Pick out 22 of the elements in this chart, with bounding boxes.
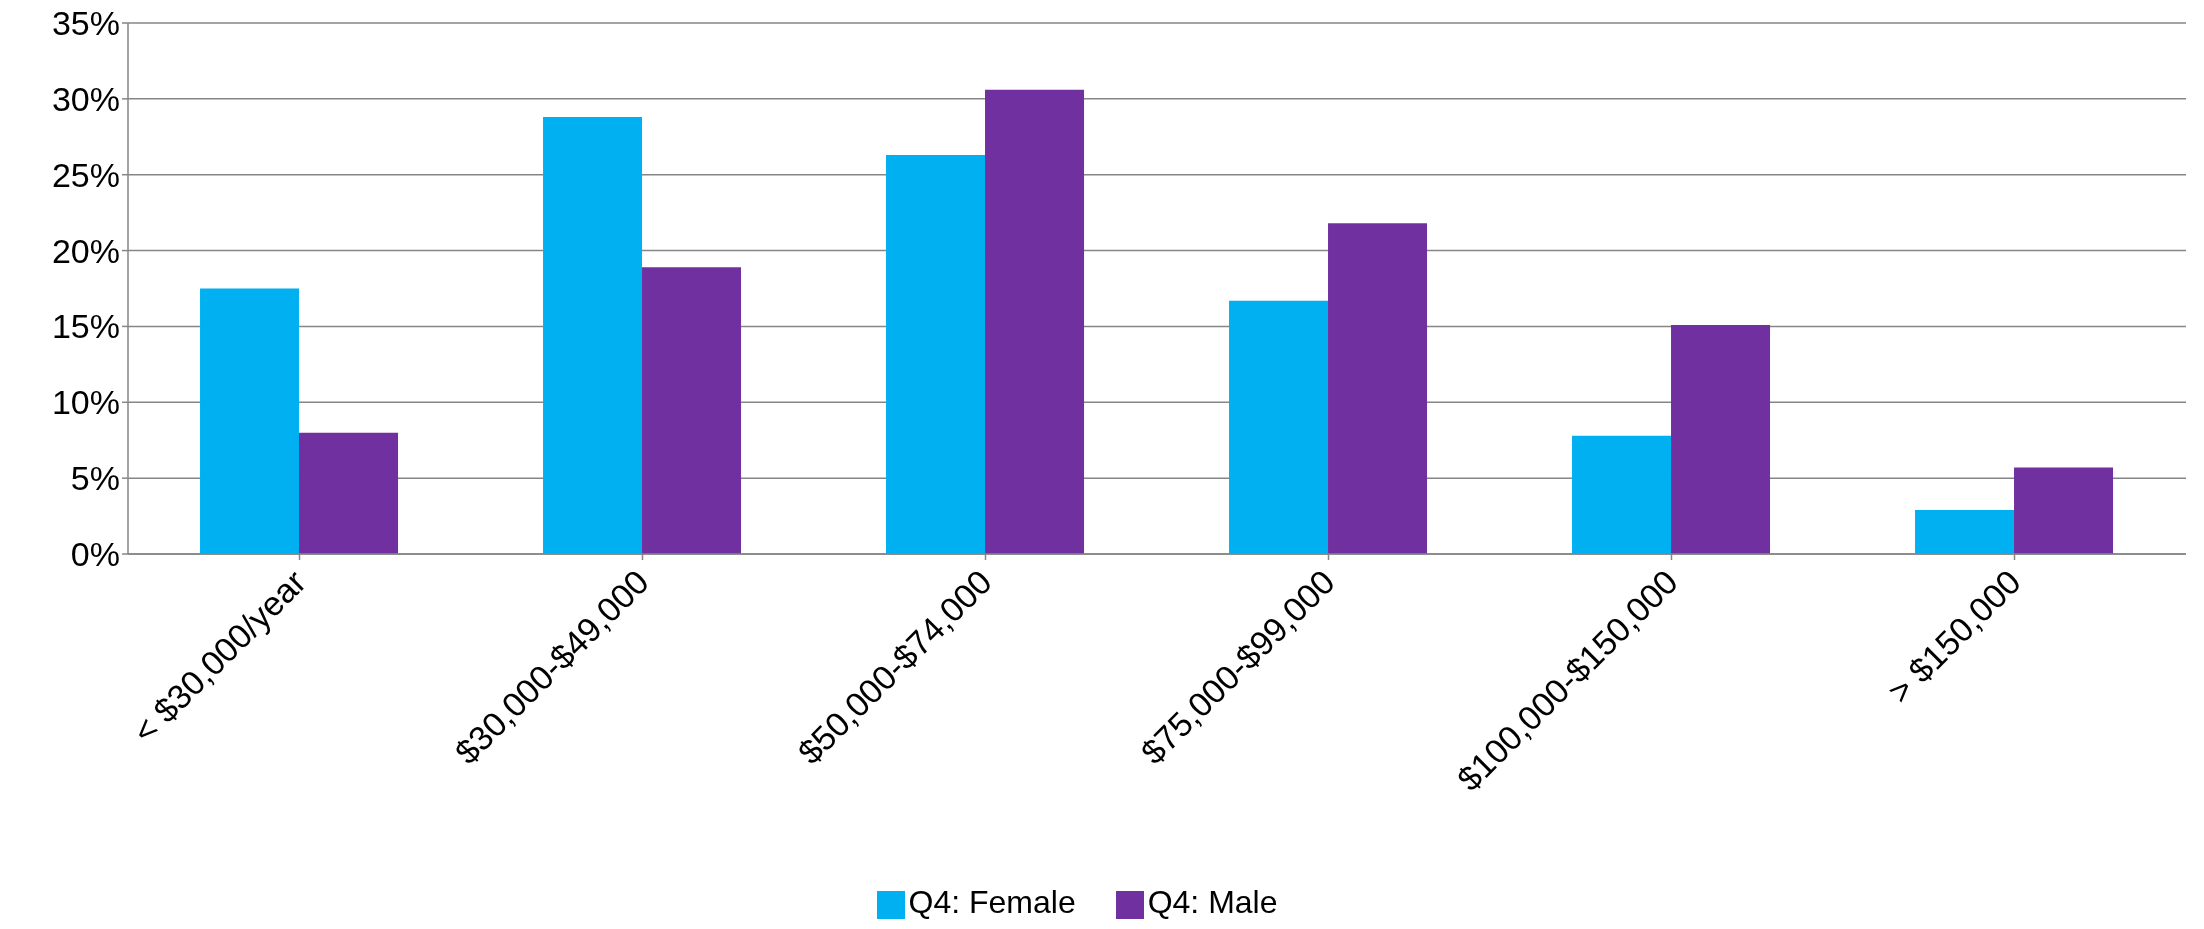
y-tick-label: 25% — [51, 155, 120, 194]
bar — [2014, 467, 2114, 554]
legend-label: Q4: Male — [1147, 884, 1278, 920]
y-tick-label: 10% — [51, 383, 120, 422]
bar — [886, 154, 986, 554]
y-tick-label: 35% — [51, 4, 120, 43]
y-tick-label: 30% — [51, 79, 120, 118]
bar — [1229, 300, 1329, 554]
bar — [299, 432, 399, 554]
bar — [642, 267, 742, 554]
bar — [200, 288, 300, 554]
y-tick-label: 15% — [51, 307, 120, 346]
legend-label: Q4: Female — [908, 884, 1076, 920]
y-tick-label: 20% — [51, 231, 120, 270]
bar — [1915, 510, 2015, 554]
y-tick-label: 5% — [70, 459, 120, 498]
bar — [1328, 223, 1428, 554]
bar — [1671, 324, 1771, 554]
y-tick-label: 0% — [70, 535, 120, 574]
bar — [985, 89, 1085, 554]
bar — [1572, 435, 1672, 554]
bar — [543, 117, 643, 554]
